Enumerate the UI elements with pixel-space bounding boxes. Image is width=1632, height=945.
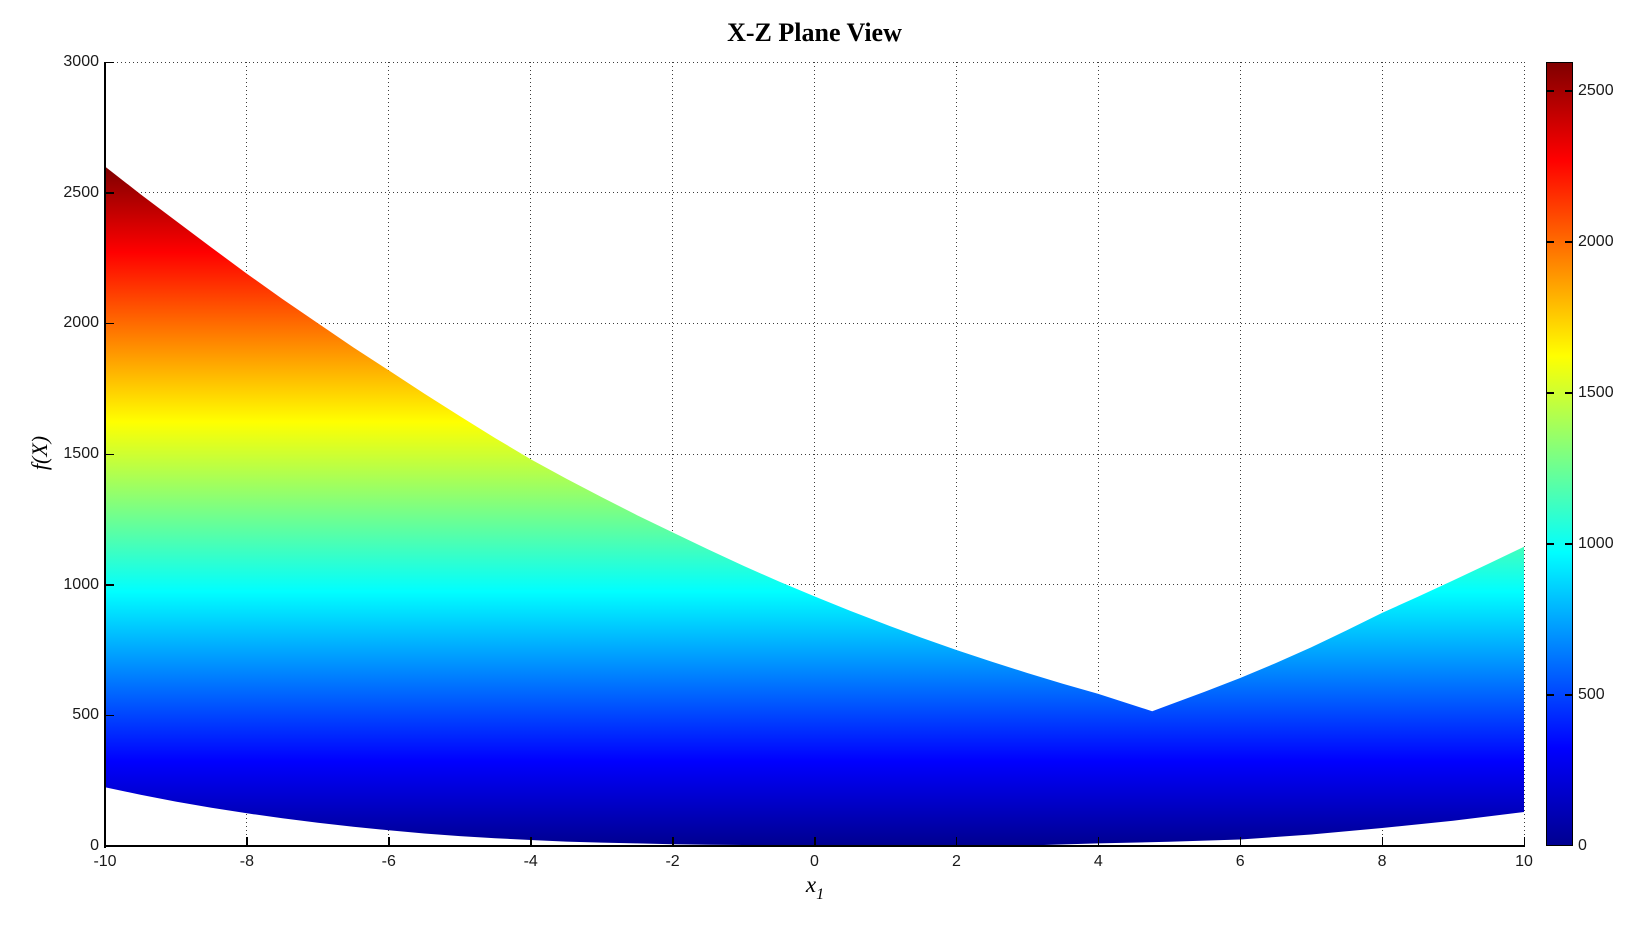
x-axis-tick (1239, 837, 1242, 846)
y-tick-label: 1500 (63, 445, 99, 462)
y-axis-tick (105, 192, 114, 194)
surface-plot (105, 166, 1524, 846)
x-tick-label: -10 (93, 853, 117, 870)
y-axis-tick (105, 584, 114, 586)
colorbar-tick-left (1547, 240, 1554, 243)
x-tick-label: -8 (239, 853, 254, 870)
y-tick-label: 1000 (63, 575, 99, 593)
y-axis-label: f(X) (27, 435, 52, 471)
x-tick-label: 4 (1093, 853, 1103, 870)
colorbar-tick-left (1547, 89, 1554, 92)
x-axis-tick (530, 837, 532, 846)
y-axis-tick (105, 322, 114, 325)
surface-area (105, 166, 1524, 846)
colorbar-tick-right (1565, 693, 1572, 696)
y-tick-label: 500 (72, 706, 99, 724)
y-tick-label: 3000 (63, 53, 99, 70)
gridline-vertical (1523, 62, 1525, 846)
x-axis-label: x1 (765, 872, 865, 904)
gridline-horizontal (105, 322, 1524, 324)
colorbar-tick-right (1565, 542, 1572, 545)
y-axis-tick (105, 61, 114, 63)
x-axis-tick (246, 837, 248, 846)
x-tick-label: -2 (665, 853, 680, 870)
x-tick-label: 0 (810, 853, 819, 870)
y-tick-label: 2000 (63, 314, 99, 332)
chart-title: X-Z Plane View (727, 18, 902, 47)
colorbar-tick-label: 1000 (1578, 534, 1614, 552)
colorbar-tick-label: 2500 (1578, 81, 1614, 99)
colorbar-tick-left (1547, 693, 1554, 696)
y-tick-label: 0 (90, 837, 99, 854)
colorbar-tick-left (1547, 391, 1554, 394)
colorbar-tick-right (1565, 391, 1572, 394)
gridline-horizontal (105, 192, 1524, 194)
x-axis-tick (814, 837, 816, 846)
x-axis-tick (1097, 837, 1100, 846)
x-axis-label-subscript: 1 (816, 886, 825, 903)
x-tick-label: 10 (1515, 853, 1533, 870)
x-axis-tick (1381, 837, 1384, 846)
x-tick-label: 2 (951, 853, 961, 870)
x-axis-tick (1523, 837, 1525, 846)
x-tick-label: -6 (381, 853, 396, 870)
colorbar-tick-label: 2000 (1578, 232, 1614, 250)
y-axis-spine (104, 62, 106, 848)
colorbar-tick-right (1565, 240, 1572, 243)
y-axis-tick (105, 453, 114, 455)
x-axis-spine (104, 845, 1525, 847)
colorbar-tick-left (1547, 542, 1554, 545)
gridline-horizontal (105, 61, 1524, 63)
x-axis-tick (104, 837, 106, 846)
y-axis-tick (105, 714, 114, 717)
colorbar-tick-right (1565, 89, 1572, 92)
colorbar-tick-label: 0 (1578, 837, 1587, 854)
colorbar-gradient (1546, 62, 1573, 846)
x-tick-label: -4 (523, 853, 538, 870)
x-tick-label: 6 (1235, 853, 1245, 870)
x-axis-tick (388, 837, 390, 846)
colorbar-tick-label: 500 (1578, 685, 1605, 703)
x-axis-tick (955, 837, 958, 846)
x-axis-tick (672, 837, 674, 846)
x-tick-label: 8 (1377, 853, 1387, 870)
colorbar-tick-label: 1500 (1578, 383, 1614, 401)
gridline-horizontal (105, 584, 1524, 586)
y-tick-label: 2500 (63, 183, 99, 201)
x-axis-label-base: x (805, 872, 817, 897)
y-axis-tick (105, 845, 114, 847)
gridline-horizontal (105, 453, 1524, 455)
